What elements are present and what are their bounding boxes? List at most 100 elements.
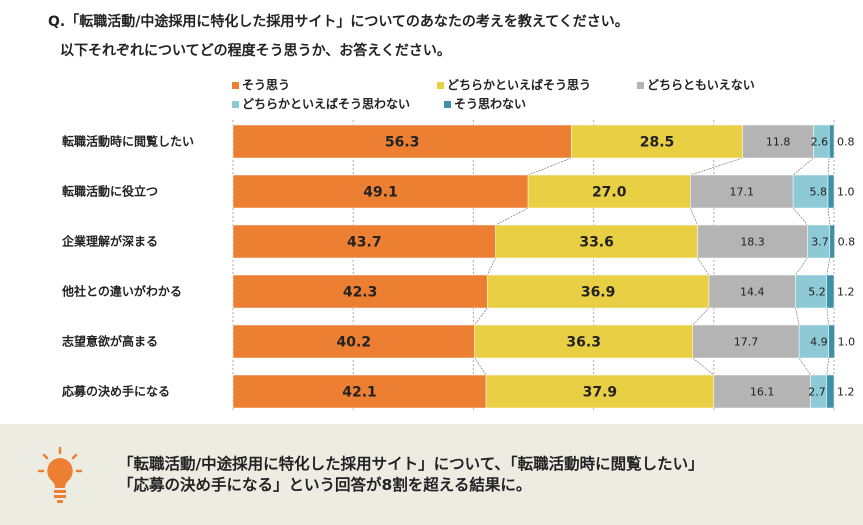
legend-label: どちらかといえばそう思わない <box>242 97 411 111</box>
connector-line <box>474 357 487 376</box>
bar-segment <box>571 124 743 159</box>
footer-summary: 「転職活動/中途採用に特化した採用サイト」について、「転職活動時に閲覧したい」「… <box>0 424 863 525</box>
category-label: 企業理解が深まる <box>61 234 158 249</box>
legend-swatch <box>232 101 239 108</box>
legend-label: どちらともいえない <box>647 78 755 92</box>
data-label: 36.9 <box>581 285 616 301</box>
bar-segment <box>828 124 835 159</box>
data-label: 2.7 <box>808 386 826 399</box>
connector-line <box>690 207 698 226</box>
bar-segment <box>474 324 694 359</box>
lightbulb-icon <box>38 446 82 503</box>
bar-segment <box>527 174 691 209</box>
data-label: 1.2 <box>837 386 855 399</box>
data-label: 36.3 <box>566 335 601 351</box>
data-label: 14.4 <box>740 286 765 299</box>
data-label: 33.6 <box>579 235 614 251</box>
connector-line <box>798 357 811 376</box>
summary-line-1: 「転職活動/中途採用に特化した採用サイト」について、「転職活動時に閲覧したい」 <box>118 455 704 473</box>
bar-segment <box>708 274 796 309</box>
legend-label: そう思う <box>242 78 291 92</box>
legend-item: どちらかといえばそう思わない <box>232 95 410 112</box>
connector-line <box>474 307 488 326</box>
data-label: 1.2 <box>837 286 855 299</box>
question-line-1: Q.「転職活動/中途採用に特化した採用サイト」についてのあなたの考えを教えてくだ… <box>48 14 629 30</box>
connector-line <box>486 257 496 276</box>
bar-segment <box>697 224 808 259</box>
bar-segment <box>690 174 794 209</box>
bar-segment <box>485 374 715 409</box>
data-label: 0.8 <box>838 236 856 249</box>
data-label: 4.9 <box>810 336 828 349</box>
bar-segment <box>826 374 835 409</box>
data-label: 43.7 <box>347 235 382 251</box>
connector-line <box>527 157 572 176</box>
bar-segment <box>829 224 835 259</box>
category-label: 応募の決め手になる <box>62 384 170 399</box>
bar-segment <box>692 324 800 359</box>
bar-segment <box>495 224 698 259</box>
connector-line <box>826 257 831 276</box>
bar-segment <box>792 174 829 209</box>
bar-segment <box>232 124 572 159</box>
category-label: 転職活動に役立つ <box>62 184 158 199</box>
connector-line <box>692 307 710 326</box>
category-label: 他社との違いがわかる <box>61 284 182 299</box>
category-label: 転職活動時に閲覧したい <box>62 134 194 149</box>
data-label: 42.1 <box>342 385 377 401</box>
connector-line <box>792 157 814 176</box>
bar-segment <box>826 274 835 309</box>
connector-line <box>692 357 714 376</box>
legend-swatch <box>444 101 451 108</box>
connector-line <box>697 257 710 276</box>
summary-line-2: 「応募の決め手になる」という回答が8割を超える結果に。 <box>118 476 532 494</box>
bar-segment <box>742 124 814 159</box>
question-line-2: 以下それぞれについてどの程度そう思うか、お答えください。 <box>60 43 451 59</box>
data-label: 42.3 <box>343 285 378 301</box>
legend-swatch <box>232 82 239 89</box>
data-label: 5.8 <box>809 186 827 199</box>
data-label: 27.0 <box>592 185 627 201</box>
legend-item: どちらかといえばそう思う <box>437 76 591 93</box>
data-label: 49.1 <box>363 185 398 201</box>
bar-segment <box>827 174 835 209</box>
legend-item: そう思う <box>232 76 290 93</box>
legend-item: そう思わない <box>444 95 526 112</box>
legend-item: どちらともいえない <box>637 76 755 93</box>
data-label: 17.1 <box>729 186 754 199</box>
connector-line <box>795 257 808 276</box>
data-label: 2.6 <box>811 136 829 149</box>
data-label: 37.9 <box>583 385 618 401</box>
connector-line <box>826 307 829 326</box>
data-label: 17.7 <box>734 336 759 349</box>
connector-line <box>495 207 529 226</box>
connector-line <box>792 207 808 226</box>
bar-segment <box>828 324 835 359</box>
connector-line <box>827 207 831 226</box>
data-label: 1.0 <box>838 336 856 349</box>
connector-line <box>690 157 743 176</box>
data-label: 56.3 <box>385 135 420 151</box>
data-label: 28.5 <box>640 135 675 151</box>
bar-segment <box>232 174 529 209</box>
data-label: 11.8 <box>766 136 791 149</box>
connector-line <box>795 307 800 326</box>
legend-swatch <box>437 82 444 89</box>
connector-line <box>826 357 829 376</box>
data-label: 40.2 <box>337 335 372 351</box>
data-label: 5.2 <box>808 286 826 299</box>
legend-label: どちらかといえばそう思う <box>447 78 592 92</box>
data-label: 0.8 <box>837 136 855 149</box>
stacked-bar-chart: 転職活動時に閲覧したい 56.3 28.5 11.8 2.6 0.8 転職活動に役立つ 49.… <box>61 120 856 412</box>
bar-segment <box>795 274 828 309</box>
legend-label: そう思わない <box>454 97 527 111</box>
bar-segment <box>232 224 496 259</box>
data-label: 1.0 <box>837 186 855 199</box>
data-label: 16.1 <box>750 386 775 399</box>
legend-swatch <box>637 82 644 89</box>
bar-segment <box>232 374 487 409</box>
bar-segment <box>713 374 811 409</box>
category-label: 志望意欲が高まる <box>62 334 158 349</box>
data-label: 18.3 <box>740 236 765 249</box>
data-label: 3.7 <box>811 236 829 249</box>
